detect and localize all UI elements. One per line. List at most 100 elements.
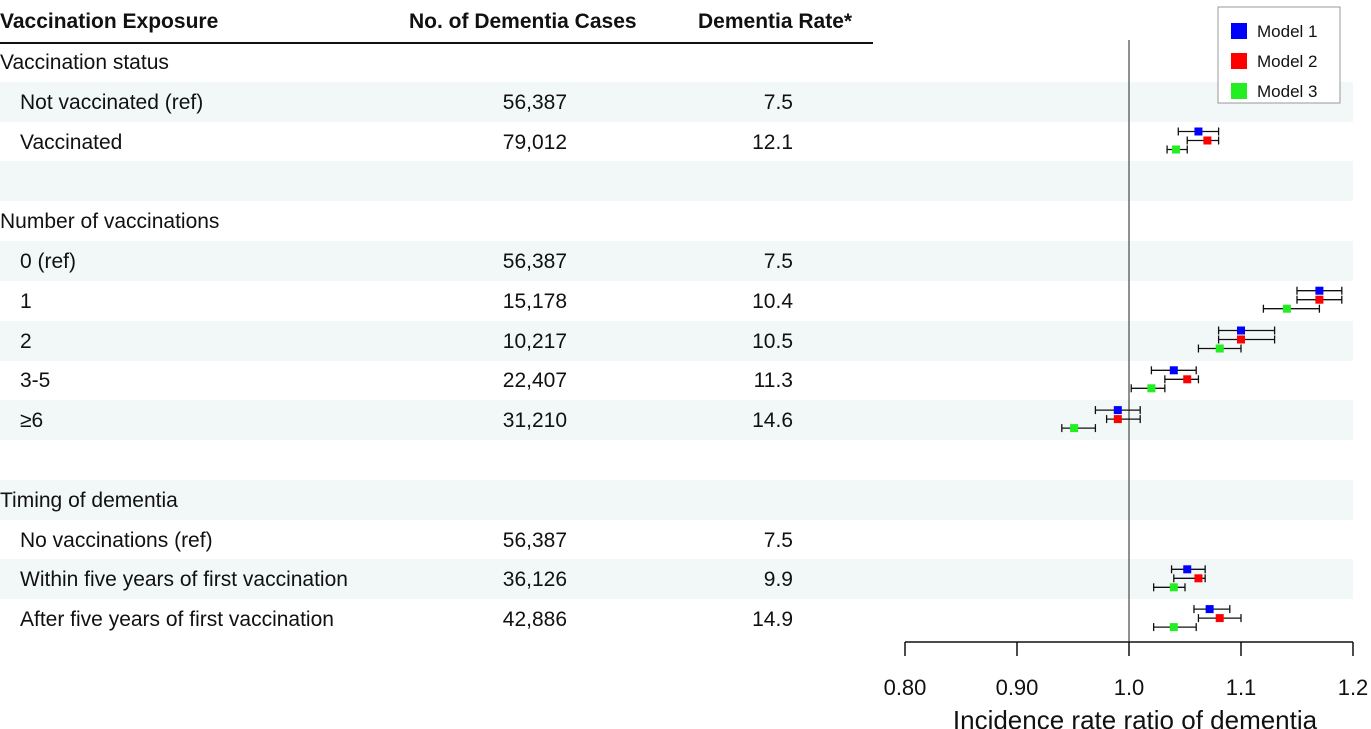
rate-value: 10.4 — [752, 289, 793, 313]
row-band — [0, 161, 1353, 202]
row-label: Not vaccinated (ref) — [20, 90, 204, 114]
row-label: 1 — [20, 289, 32, 313]
ci-point — [1150, 366, 1197, 375]
rate-value: 9.9 — [763, 568, 793, 592]
ci-point — [1197, 344, 1242, 353]
ci-point — [1177, 127, 1220, 136]
point-estimate — [1215, 614, 1224, 623]
cases-value: 15,178 — [502, 289, 567, 313]
row-band — [0, 241, 1353, 281]
point-estimate — [1169, 366, 1178, 375]
rate-value: 14.6 — [752, 409, 793, 433]
legend-item: Model 3 — [1231, 82, 1317, 101]
ci-point — [1296, 286, 1343, 295]
ci-point — [1170, 565, 1206, 574]
point-estimate — [1282, 304, 1291, 313]
row-band — [0, 479, 1353, 520]
ci-point — [1173, 574, 1206, 583]
row-label: ≥6 — [20, 409, 44, 433]
point-estimate — [1315, 286, 1324, 295]
row-label: 0 (ref) — [20, 249, 77, 273]
rate-value: 7.5 — [763, 90, 793, 114]
ci-point — [1217, 335, 1276, 344]
cases-value: 31,210 — [502, 409, 567, 433]
cases-value: 79,012 — [502, 130, 567, 154]
legend-label: Model 2 — [1257, 52, 1317, 71]
ci-point — [1152, 583, 1186, 592]
row-label: Within five years of first vaccination — [20, 568, 348, 592]
legend-label: Model 1 — [1257, 22, 1317, 41]
rate-value: 7.5 — [763, 249, 793, 273]
point-estimate — [1194, 127, 1203, 136]
point-estimate — [1172, 145, 1181, 154]
ci-point — [1217, 326, 1276, 335]
rate-value: 11.3 — [753, 369, 793, 393]
ci-point — [1197, 614, 1242, 623]
cases-value: 56,387 — [502, 528, 567, 552]
rate-value: 14.9 — [752, 608, 793, 632]
rate-value: 7.5 — [763, 528, 793, 552]
row-label: After five years of first vaccination — [20, 608, 334, 632]
point-estimate — [1169, 623, 1178, 632]
header-exposure: Vaccination Exposure — [0, 10, 219, 33]
group-label: Vaccination status — [0, 50, 169, 74]
header-cases: No. of Dementia Cases — [409, 10, 637, 33]
point-estimate — [1203, 136, 1212, 145]
row-band — [0, 559, 1353, 600]
row-band — [0, 400, 1353, 441]
row-band — [0, 320, 1353, 361]
cases-value: 42,886 — [502, 608, 567, 632]
row-label: 3-5 — [20, 369, 51, 393]
point-estimate — [1070, 424, 1079, 433]
point-estimate — [1215, 344, 1224, 353]
cases-value: 22,407 — [502, 369, 567, 393]
cases-value: 36,126 — [502, 568, 567, 592]
x-tick-label: 1.2 — [1338, 675, 1369, 700]
point-estimate — [1205, 605, 1214, 614]
cases-value: 10,217 — [502, 329, 567, 353]
header-rule — [0, 42, 873, 44]
ci-point — [1296, 295, 1343, 304]
x-tick-label: 0.80 — [884, 675, 927, 700]
ci-point — [1166, 145, 1188, 154]
ci-point — [1186, 136, 1220, 145]
x-tick-label: 0.90 — [996, 675, 1039, 700]
point-estimate — [1113, 406, 1122, 415]
group-label: Timing of dementia — [0, 488, 178, 512]
cases-value: 56,387 — [502, 249, 567, 273]
row-band — [0, 81, 1353, 122]
point-estimate — [1169, 583, 1178, 592]
point-estimate — [1147, 384, 1156, 393]
ci-point — [1061, 424, 1097, 433]
rate-value: 12.1 — [752, 130, 793, 154]
point-estimate — [1113, 415, 1122, 424]
cases-value: 56,387 — [502, 90, 567, 114]
header-rate: Dementia Rate* — [698, 10, 853, 33]
point-estimate — [1237, 326, 1245, 335]
legend-swatch — [1231, 83, 1247, 99]
x-tick-label: 1.0 — [1114, 675, 1145, 700]
rate-value: 10.5 — [752, 329, 793, 353]
x-tick-label: 1.1 — [1226, 675, 1257, 700]
legend-swatch — [1231, 23, 1247, 39]
ci-point — [1105, 415, 1141, 424]
legend-swatch — [1231, 53, 1247, 69]
ci-point — [1152, 623, 1197, 632]
x-axis-label: Incidence rate ratio of dementia — [953, 705, 1318, 729]
ci-point — [1164, 375, 1200, 384]
legend-label: Model 3 — [1257, 82, 1317, 101]
ci-point — [1130, 384, 1166, 393]
legend-item: Model 2 — [1231, 52, 1317, 71]
point-estimate — [1315, 295, 1324, 304]
ci-point — [1094, 406, 1141, 415]
group-label: Number of vaccinations — [0, 210, 220, 234]
row-label: 2 — [20, 329, 32, 353]
point-estimate — [1183, 375, 1192, 384]
legend-item: Model 1 — [1231, 22, 1317, 41]
row-label: Vaccinated — [20, 130, 123, 154]
ci-point — [1262, 304, 1321, 313]
row-label: No vaccinations (ref) — [20, 528, 213, 552]
point-estimate — [1237, 335, 1245, 344]
